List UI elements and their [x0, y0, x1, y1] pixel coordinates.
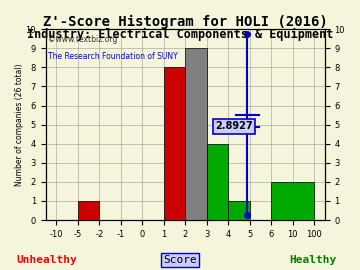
Text: Healthy: Healthy — [289, 255, 337, 265]
Bar — [164, 67, 185, 220]
Text: Score: Score — [163, 255, 197, 265]
Bar — [78, 201, 99, 220]
Bar — [185, 48, 207, 220]
Bar — [207, 144, 228, 220]
Text: 2.8927: 2.8927 — [215, 122, 253, 131]
Text: The Research Foundation of SUNY: The Research Foundation of SUNY — [48, 52, 178, 61]
Text: ©www.textbiz.org: ©www.textbiz.org — [48, 35, 118, 44]
Bar — [228, 201, 249, 220]
Text: Industry: Electrical Components & Equipment: Industry: Electrical Components & Equipm… — [27, 28, 333, 41]
Bar — [271, 182, 314, 220]
Y-axis label: Number of companies (26 total): Number of companies (26 total) — [15, 63, 24, 186]
Text: Unhealthy: Unhealthy — [17, 255, 77, 265]
Title: Z'-Score Histogram for HOLI (2016): Z'-Score Histogram for HOLI (2016) — [43, 15, 328, 29]
